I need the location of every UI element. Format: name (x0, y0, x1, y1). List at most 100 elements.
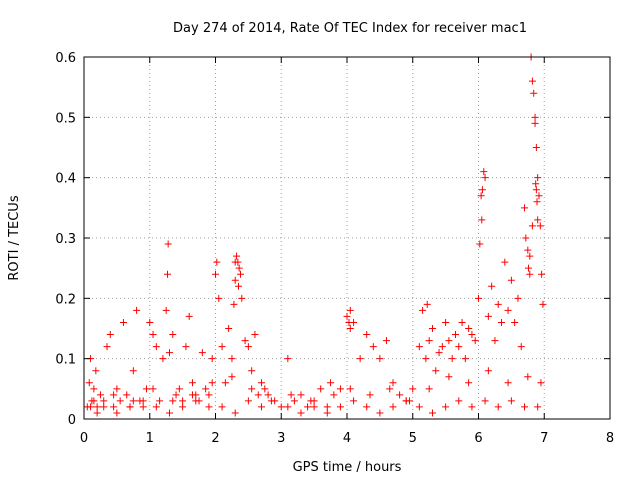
y-tick-label: 0.6 (55, 51, 76, 66)
data-point (317, 385, 325, 393)
data-point (526, 270, 534, 278)
data-point (445, 337, 453, 345)
data-point (535, 192, 543, 200)
data-point (297, 391, 305, 399)
data-point (494, 300, 502, 308)
data-point (149, 331, 157, 339)
data-point (517, 343, 525, 351)
data-point (100, 397, 108, 405)
x-tick-label: 0 (80, 431, 88, 446)
data-point (428, 409, 436, 417)
data-point (230, 300, 238, 308)
data-point (113, 409, 121, 417)
data-point (208, 355, 216, 363)
data-point (468, 331, 476, 339)
data-point (442, 318, 450, 326)
data-point (218, 343, 226, 351)
x-tick-label: 7 (540, 431, 548, 446)
data-point (350, 397, 358, 405)
data-point (162, 306, 170, 314)
data-point (522, 234, 530, 242)
data-point (376, 409, 384, 417)
data-point (244, 397, 252, 405)
data-point (258, 379, 266, 387)
data-point (514, 294, 522, 302)
data-point (428, 325, 436, 332)
data-point (531, 113, 539, 121)
data-point (284, 355, 292, 363)
data-point (188, 379, 196, 387)
data-point (534, 403, 542, 411)
y-tick-label: 0.2 (55, 292, 76, 307)
x-tick-label: 1 (146, 431, 154, 446)
data-point (156, 397, 164, 405)
y-tick-label: 0 (68, 413, 76, 428)
data-point (164, 270, 172, 278)
data-point (425, 385, 433, 393)
data-point (455, 397, 463, 405)
data-point (422, 355, 430, 363)
data-point (376, 355, 384, 363)
data-point (345, 318, 353, 326)
data-point (534, 216, 542, 224)
data-point (228, 373, 236, 381)
data-point (129, 367, 137, 375)
data-point (310, 403, 318, 411)
data-point (248, 385, 256, 393)
data-point (478, 216, 486, 224)
data-point (346, 306, 354, 314)
x-tick-label: 2 (211, 431, 219, 446)
data-point (423, 300, 431, 308)
data-point (192, 397, 200, 405)
data-point (455, 343, 463, 351)
data-point (481, 174, 489, 182)
data-point (241, 337, 249, 345)
data-point (534, 174, 542, 182)
data-point (521, 204, 529, 212)
data-point (507, 276, 515, 284)
data-point (491, 337, 499, 345)
data-point (139, 397, 147, 405)
data-point (304, 403, 312, 411)
data-point (504, 379, 512, 387)
data-point (419, 306, 427, 314)
data-point (526, 252, 534, 260)
data-point (116, 397, 124, 405)
y-axis-ticks: 0 0.1 0.2 0.3 0.4 0.5 0.6 (55, 51, 610, 428)
data-point (198, 349, 206, 357)
data-point (484, 367, 492, 375)
data-point (149, 385, 157, 393)
data-point (530, 89, 538, 97)
data-point (90, 385, 98, 393)
data-point (494, 403, 502, 411)
x-axis-ticks: 0 1 2 3 4 5 6 7 8 (80, 57, 614, 446)
data-point (435, 349, 443, 357)
data-point (538, 270, 546, 278)
data-point (90, 397, 98, 405)
data-point (254, 391, 262, 399)
data-point (330, 391, 338, 399)
data-point (531, 119, 539, 127)
data-point (501, 258, 509, 266)
data-point (382, 337, 390, 345)
data-point (85, 379, 93, 387)
data-point (346, 325, 354, 332)
chart-title: Day 274 of 2014, Rate Of TEC Index for r… (173, 21, 527, 36)
data-point (231, 409, 239, 417)
data-point (185, 312, 193, 320)
grid (84, 57, 610, 419)
data-point (251, 331, 259, 339)
data-point (476, 240, 484, 248)
data-point (225, 325, 233, 332)
data-point (536, 222, 544, 230)
data-point (389, 379, 397, 387)
data-point (511, 318, 519, 326)
data-point (261, 385, 269, 393)
data-point (537, 379, 545, 387)
data-point (129, 397, 137, 405)
data-point (152, 403, 160, 411)
data-point (126, 403, 134, 411)
data-point (169, 397, 177, 405)
data-point (363, 331, 371, 339)
